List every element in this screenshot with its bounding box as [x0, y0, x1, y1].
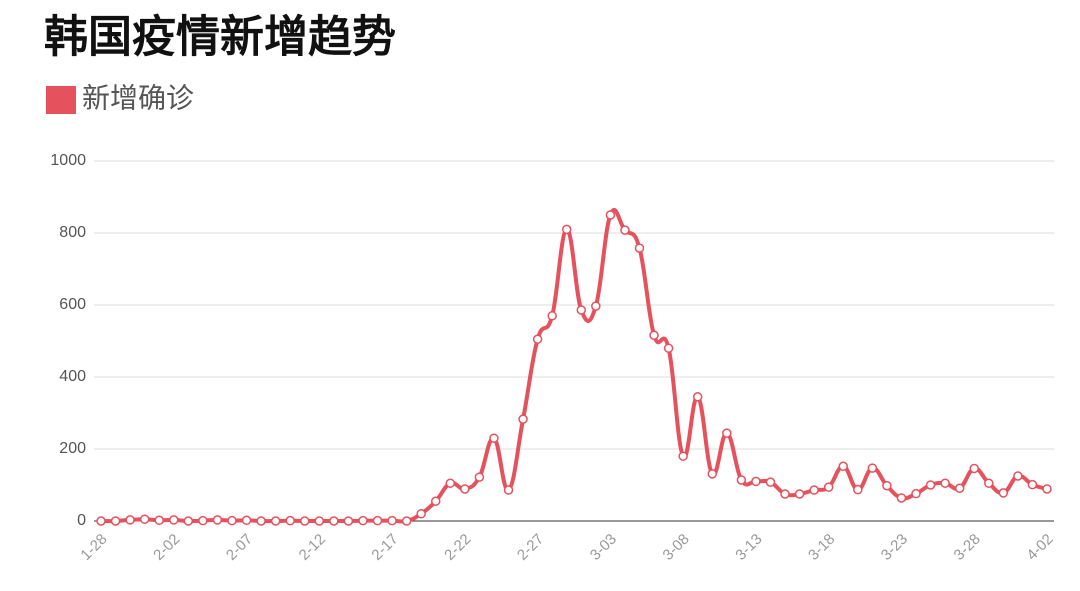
- data-point: [984, 478, 994, 488]
- data-point: [954, 483, 965, 493]
- data-point: [518, 414, 528, 424]
- x-tick-label: 3-18: [805, 531, 838, 564]
- x-tick-label: 3-28: [951, 531, 984, 564]
- data-point: [96, 516, 106, 526]
- data-point: [285, 515, 295, 526]
- data-point: [125, 515, 135, 525]
- data-point: [765, 477, 776, 487]
- data-point: [183, 516, 194, 526]
- y-tick-label: 800: [59, 224, 86, 241]
- y-tick-label: 200: [59, 440, 86, 457]
- y-tick-label: 400: [59, 368, 86, 385]
- data-point: [867, 463, 878, 473]
- data-point: [809, 485, 819, 495]
- data-point: [460, 484, 470, 494]
- y-tick-label: 600: [59, 296, 86, 313]
- x-tick-label: 3-23: [878, 531, 911, 564]
- data-point: [925, 480, 936, 490]
- x-tick-label: 2-27: [514, 531, 547, 564]
- x-tick-label: 2-12: [296, 531, 329, 564]
- data-point: [372, 515, 383, 526]
- data-point: [1013, 471, 1023, 481]
- data-point: [896, 493, 907, 503]
- data-point: [969, 463, 979, 474]
- data-point: [343, 516, 354, 526]
- data-point: [256, 516, 266, 526]
- data-point: [503, 485, 514, 495]
- x-tick-label: 1-28: [77, 531, 110, 564]
- data-point: [198, 515, 208, 526]
- data-point: [139, 514, 150, 524]
- data-point: [940, 478, 950, 488]
- data-point: [853, 484, 863, 495]
- chart-title: 韩国疫情新增趋势: [44, 13, 396, 62]
- data-point: [736, 475, 747, 485]
- x-tick-label: 2-02: [150, 531, 183, 564]
- data-point: [823, 482, 834, 492]
- data-point: [634, 243, 645, 253]
- data-point: [605, 210, 616, 220]
- data-point: [1042, 484, 1052, 494]
- data-point: [751, 476, 761, 487]
- data-point: [838, 461, 848, 472]
- data-point: [882, 480, 892, 491]
- x-tick-label: 2-22: [441, 531, 474, 564]
- data-point: [169, 515, 179, 525]
- data-point: [722, 428, 732, 438]
- data-point: [678, 451, 688, 461]
- x-tick-label: 3-03: [587, 531, 620, 564]
- data-point: [270, 516, 281, 526]
- x-tick-label: 3-13: [732, 531, 765, 564]
- data-point: [227, 515, 237, 526]
- data-point: [358, 515, 368, 526]
- data-point: [300, 516, 310, 526]
- data-point: [416, 509, 426, 519]
- data-point: [576, 305, 587, 315]
- y-tick-label: 1000: [50, 152, 86, 169]
- data-point: [707, 469, 718, 479]
- data-point: [649, 330, 659, 340]
- series-line: [100, 208, 1048, 524]
- data-point: [212, 515, 223, 525]
- data-point: [663, 343, 674, 353]
- data-point: [1027, 479, 1038, 490]
- data-point: [329, 516, 339, 526]
- data-point: [489, 433, 499, 443]
- x-tick-label: 2-07: [223, 531, 256, 564]
- data-point: [780, 489, 790, 499]
- data-point: [911, 488, 921, 499]
- data-point: [547, 311, 557, 321]
- data-point: [591, 301, 601, 311]
- data-point: [430, 496, 441, 506]
- data-point: [110, 516, 121, 526]
- data-point: [241, 515, 252, 526]
- data-point: [474, 472, 485, 482]
- data-point: [445, 478, 456, 488]
- data-point: [692, 392, 703, 402]
- data-point: [998, 488, 1009, 498]
- legend-swatch: [46, 86, 76, 114]
- data-point: [401, 516, 412, 526]
- data-point: [314, 516, 325, 526]
- x-tick-label: 3-08: [660, 531, 693, 564]
- x-tick-label: 4-02: [1023, 531, 1056, 564]
- data-point: [387, 515, 397, 526]
- x-tick-label: 2-17: [368, 531, 401, 564]
- legend-label[interactable]: 新增确诊: [82, 82, 194, 113]
- data-point: [154, 515, 164, 526]
- data-point: [620, 225, 630, 235]
- data-point: [561, 224, 572, 235]
- data-point: [532, 334, 543, 344]
- data-point: [794, 489, 805, 499]
- y-tick-label: 0: [77, 512, 86, 529]
